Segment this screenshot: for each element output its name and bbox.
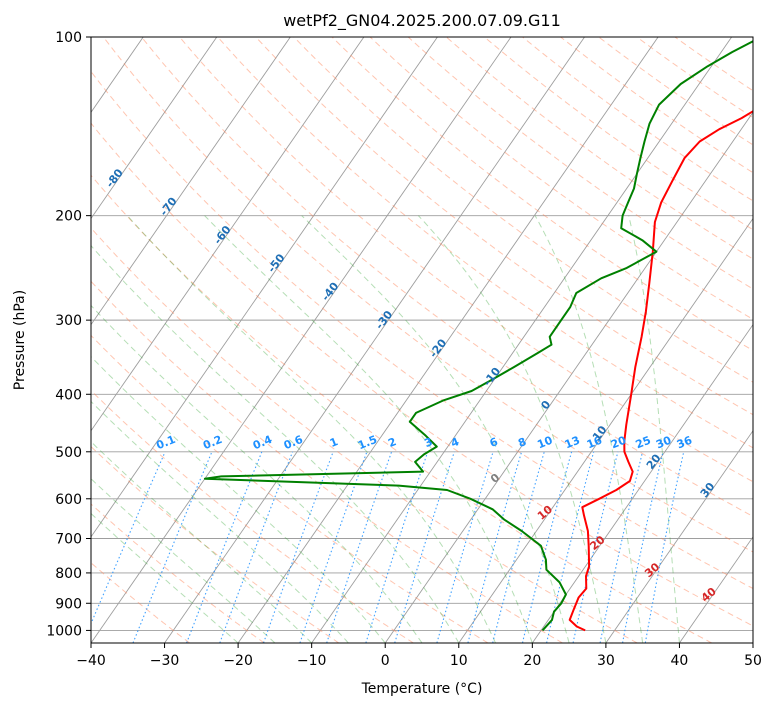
- mixing-ratio-label: 36: [675, 434, 694, 452]
- x-tick-label: −20: [223, 653, 253, 669]
- y-tick-label: 600: [55, 492, 82, 508]
- isotherm-line: [91, 37, 438, 538]
- mixing-ratio-line: [91, 451, 166, 625]
- isotherm-line: [458, 217, 753, 643]
- dry-adiabat-line: [91, 334, 489, 643]
- isotherm-line: [679, 536, 753, 643]
- mixing-ratio-line: [365, 451, 429, 643]
- x-tick-label: 30: [597, 653, 615, 669]
- mixing-ratio-line: [599, 451, 644, 643]
- mixing-ratio-line: [326, 451, 393, 643]
- mixing-ratio-label: 25: [634, 434, 653, 452]
- dry-adiabat-line: [217, 37, 753, 449]
- isotherm-line: [531, 323, 753, 643]
- dry-adiabat-line: [255, 37, 753, 416]
- mixing-ratio-line: [572, 451, 619, 643]
- dry-adiabat-line: [103, 37, 753, 553]
- isotherm-line: [91, 37, 218, 220]
- isotherm-line: [91, 37, 365, 432]
- moist-adiabat-line: [534, 215, 644, 643]
- mixing-ratio-line: [492, 451, 545, 643]
- dry-adiabat-line: [91, 503, 265, 643]
- chart-title: wetPf2_GN04.2025.200.07.09.G11: [283, 11, 561, 31]
- y-tick-label: 700: [55, 532, 82, 548]
- background-lines: [91, 37, 753, 643]
- y-tick-label: 100: [55, 30, 82, 46]
- y-tick-label: 200: [55, 209, 82, 225]
- mixing-ratio-line: [219, 451, 294, 643]
- dry-adiabat-line: [91, 122, 753, 627]
- y-axis-title: Pressure (hPa): [12, 290, 28, 390]
- isotherm-line: [384, 111, 753, 643]
- isotherm-line: [605, 429, 753, 643]
- isotherm-line: [311, 37, 733, 643]
- mixing-ratio-label: 10: [535, 434, 554, 452]
- y-tick-label: 300: [55, 313, 82, 329]
- mixing-ratio-line: [132, 451, 213, 643]
- profile-lines: [203, 40, 753, 632]
- mixing-ratio-line: [467, 451, 523, 643]
- mixing-ratio-label: 3: [422, 435, 434, 450]
- isotherm-line: [91, 37, 512, 643]
- x-axis-title: Temperature (°C): [361, 681, 483, 697]
- moist-adiabat-line: [628, 215, 680, 643]
- x-tick-label: 50: [744, 653, 762, 669]
- x-tick-label: 10: [450, 653, 468, 669]
- temperature-profile-line: [568, 110, 753, 632]
- mixing-ratio-line: [262, 451, 334, 643]
- dry-adiabat-line: [293, 37, 753, 383]
- moist-adiabat-line: [91, 478, 276, 643]
- x-tick-label: −10: [297, 653, 327, 669]
- mixing-ratio-line: [521, 451, 573, 643]
- dry-adiabat-line: [141, 37, 753, 517]
- mixing-ratio-label: 20: [609, 434, 628, 452]
- dry-adiabat-line: [91, 174, 713, 643]
- dry-adiabat-line: [91, 70, 753, 590]
- mixing-ratio-label: 2: [386, 435, 398, 450]
- x-tick-label: 0: [381, 653, 390, 669]
- moist-adiabat-line: [301, 215, 570, 643]
- moist-adiabat-line: [418, 215, 607, 643]
- mixing-ratio-line: [299, 451, 368, 643]
- mixing-ratio-line: [186, 451, 263, 643]
- x-tick-label: 20: [523, 653, 541, 669]
- dry-adiabat-line: [407, 37, 753, 290]
- y-tick-label: 800: [55, 566, 82, 582]
- mixing-ratio-label: 16: [585, 434, 604, 452]
- moist-adiabat-line: [126, 215, 497, 643]
- moist-adiabat-line: [91, 441, 313, 643]
- dewpoint-profile-line: [203, 40, 753, 632]
- dry-adiabat-line: [91, 280, 563, 643]
- isotherm-line: [237, 37, 659, 643]
- mixing-ratio-label: 8: [516, 435, 528, 450]
- mixing-ratio-line: [436, 451, 494, 643]
- y-tick-label: 500: [55, 445, 82, 461]
- y-tick-label: 400: [55, 387, 82, 403]
- mixing-ratio-label: 13: [563, 434, 582, 452]
- x-tick-label: −30: [150, 653, 180, 669]
- mixing-ratio-line: [394, 451, 455, 643]
- axes: −40 −30 −20 −10 0 10 20 30 40 50 100 200 300 400 500 60…: [46, 30, 762, 669]
- y-tick-label: 900: [55, 596, 82, 612]
- mixing-ratio-label: 1: [328, 435, 340, 450]
- mixing-ratio-label: 30: [654, 434, 673, 452]
- moist-adiabat-line: [91, 244, 460, 643]
- isotherm-line: [164, 37, 585, 643]
- moist-adiabat-line: [91, 400, 349, 643]
- plot-frame: [90, 36, 754, 644]
- y-tick-label: 1000: [46, 623, 82, 639]
- x-tick-label: 40: [671, 653, 689, 669]
- x-tick-label: −40: [76, 653, 106, 669]
- dry-adiabat-line: [91, 389, 414, 643]
- dry-adiabat-label: 40: [752, 508, 772, 528]
- isotherm-line: [91, 37, 291, 326]
